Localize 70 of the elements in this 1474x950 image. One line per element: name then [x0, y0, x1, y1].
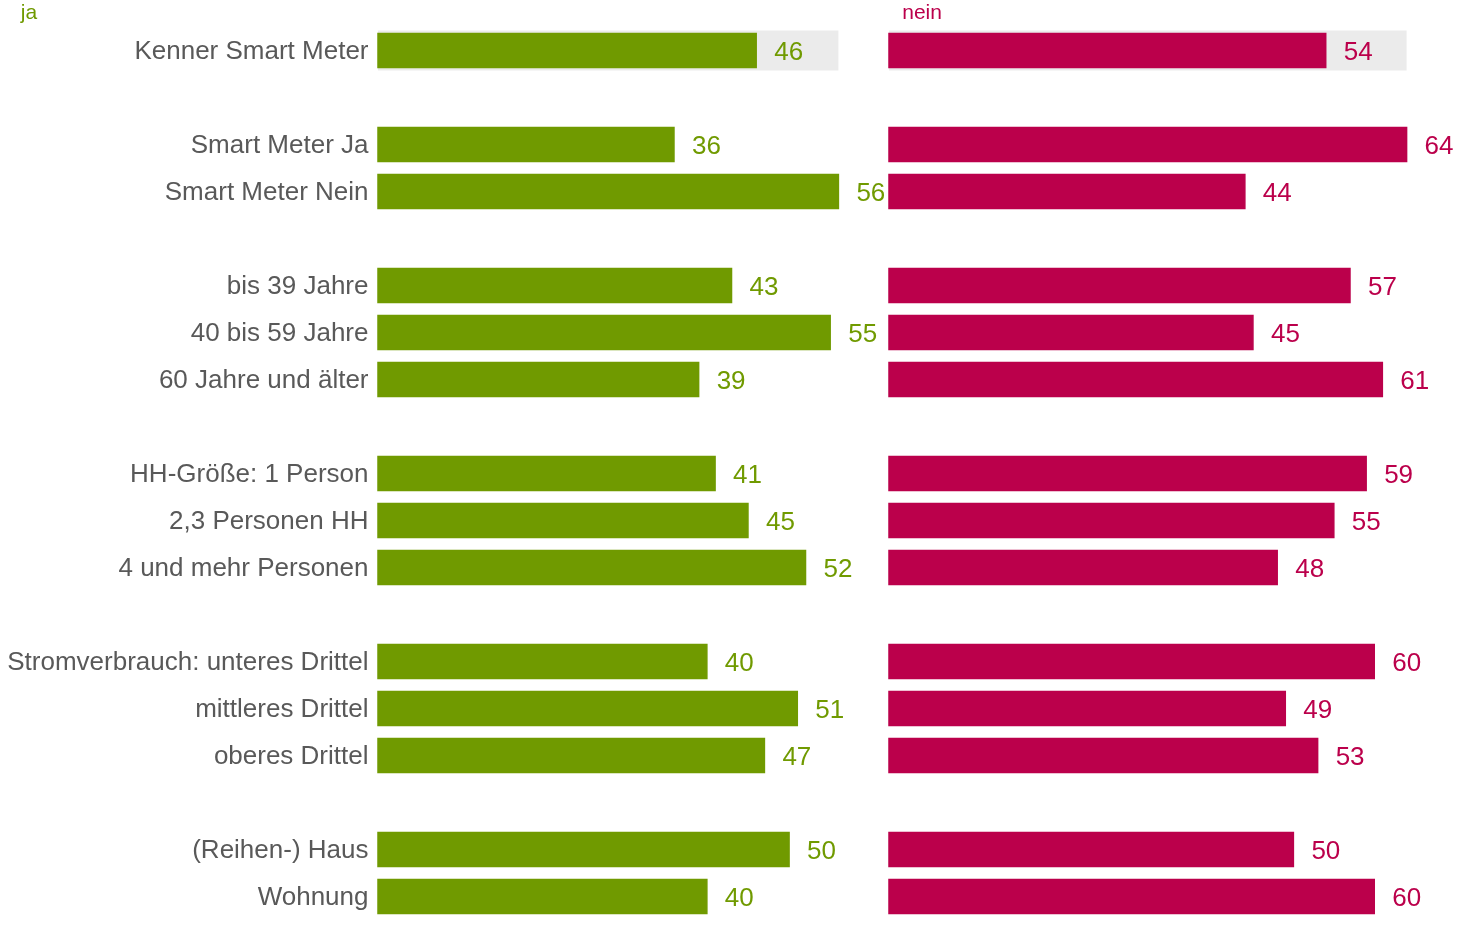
y-tick-label: 2,3 Personen HH	[169, 504, 369, 535]
y-tick-label: Kenner Smart Meter	[134, 34, 369, 65]
bar	[377, 502, 749, 539]
bar	[888, 502, 1335, 539]
bar	[888, 361, 1384, 398]
data-label: 44	[1262, 176, 1292, 207]
bar	[888, 267, 1351, 304]
data-label: 45	[1270, 317, 1300, 348]
data-label: 60	[1392, 646, 1422, 677]
bar	[888, 690, 1287, 727]
data-label: 61	[1400, 364, 1430, 395]
y-tick-label: 40 bis 59 Jahre	[190, 316, 369, 347]
data-label: 40	[724, 646, 754, 677]
y-tick-label: Wohnung	[257, 880, 369, 911]
data-label: 53	[1335, 740, 1365, 771]
bar	[888, 173, 1246, 210]
data-label: 50	[807, 834, 836, 865]
bar	[377, 643, 708, 680]
bar	[377, 267, 733, 304]
data-label: 54	[1343, 35, 1373, 66]
data-label: 41	[733, 458, 762, 489]
bar	[377, 690, 799, 727]
y-tick-label: Stromverbrauch: unteres Drittel	[7, 645, 369, 676]
data-label: 43	[749, 270, 779, 301]
bar	[888, 878, 1375, 915]
chart-title: nein	[902, 0, 942, 23]
data-label: 46	[774, 35, 804, 66]
bar	[888, 643, 1375, 680]
bar	[377, 126, 675, 163]
y-tick-label: 60 Jahre und älter	[158, 363, 369, 394]
data-label: 60	[1392, 881, 1422, 912]
bar	[377, 361, 700, 398]
bar	[377, 878, 708, 915]
y-tick-label: Smart Meter Ja	[190, 128, 370, 159]
data-label: 49	[1303, 693, 1333, 724]
data-label: 59	[1384, 458, 1414, 489]
y-tick-label: (Reihen-) Haus	[192, 833, 369, 864]
bar	[377, 549, 807, 586]
bar	[888, 737, 1319, 774]
data-label: 50	[1311, 834, 1341, 865]
data-label: 39	[716, 364, 746, 395]
y-tick-label: mittleres Drittel	[195, 692, 369, 723]
data-label: 64	[1424, 129, 1454, 160]
bar	[377, 455, 716, 492]
bar	[888, 549, 1278, 586]
text: ja	[19, 0, 38, 23]
data-label: 55	[1351, 505, 1381, 536]
y-tick-label: Smart Meter Nein	[164, 175, 369, 206]
y-tick-label: HH-Größe: 1 Person	[130, 457, 369, 488]
data-label: 55	[848, 317, 878, 348]
bar	[377, 831, 790, 868]
y-tick-label: oberes Drittel	[213, 739, 369, 770]
bar	[888, 831, 1295, 868]
data-label: 51	[815, 693, 845, 724]
data-label: 57	[1367, 270, 1397, 301]
y-tick-label: bis 39 Jahre	[226, 269, 369, 300]
bar	[888, 126, 1408, 163]
data-label: 47	[782, 740, 812, 771]
data-label: 36	[691, 129, 721, 160]
bar	[377, 314, 831, 351]
data-label: 56	[856, 176, 886, 207]
bar	[377, 737, 766, 774]
data-label: 48	[1295, 552, 1325, 583]
y-tick-label: 4 und mehr Personen	[118, 551, 369, 582]
bar	[377, 173, 840, 210]
data-label: 45	[765, 505, 795, 536]
bar	[888, 455, 1367, 492]
data-label: 40	[724, 881, 754, 912]
data-label: 52	[823, 552, 853, 583]
bar	[888, 314, 1254, 351]
